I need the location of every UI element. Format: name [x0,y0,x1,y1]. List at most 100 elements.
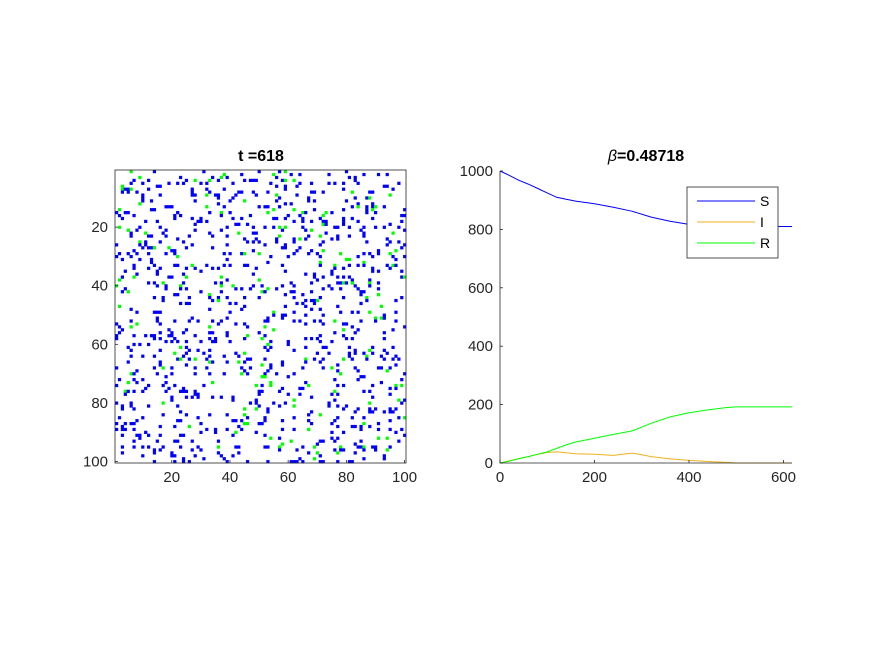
grid-cell-recovered [205,193,209,197]
grid-cell-susceptible [240,307,244,311]
grid-cell-susceptible [251,284,255,288]
grid-cell-susceptible [359,293,363,297]
grid-cell-susceptible [365,357,369,361]
grid-cell-recovered [362,260,366,265]
grid-cell-susceptible [333,448,337,452]
grid-cell-recovered [208,360,212,364]
grid-cell-susceptible [167,205,171,209]
grid-cell-recovered [312,445,317,449]
sir-y-tick-label: 800 [468,221,493,238]
grid-cell-susceptible [138,225,142,229]
grid-cell-susceptible [400,269,404,273]
grid-cell-susceptible [228,310,232,314]
grid-cell-susceptible [152,354,157,358]
grid-cell-susceptible [359,319,363,323]
grid-cell-susceptible [368,278,372,282]
grid-cell-susceptible [301,366,305,370]
grid-cell-susceptible [298,213,302,218]
grid-cell-susceptible [295,301,299,306]
grid-cell-susceptible [120,433,125,437]
grid-cell-recovered [318,234,322,238]
grid-cell-susceptible [394,363,398,367]
grid-cell-susceptible [123,187,127,191]
grid-cell-recovered [376,293,381,297]
grid-cell-susceptible [362,231,366,235]
grid-cell-susceptible [263,243,267,247]
grid-cell-susceptible [257,389,261,393]
grid-cell-susceptible [304,298,308,303]
grid-cell-susceptible [382,313,386,317]
grid-cell-recovered [243,413,247,417]
grid-cell-recovered [245,334,250,338]
grid-cell-susceptible [266,407,270,411]
grid-cell-susceptible [339,281,343,285]
legend-label-i: I [760,214,764,230]
grid-cell-susceptible [173,213,177,218]
grid-cell-susceptible [237,190,241,194]
grid-cell-recovered [304,357,308,361]
grid-cell-susceptible [216,439,221,443]
grid-cell-susceptible [371,410,375,414]
grid-cell-susceptible [164,228,168,232]
grid-cell-susceptible [336,237,340,241]
grid-cell-susceptible [283,269,287,273]
grid-cell-susceptible [135,419,139,423]
grid-cell-susceptible [222,372,226,376]
grid-cell-susceptible [240,216,244,221]
grid-cell-susceptible [190,395,194,399]
grid-cell-susceptible [167,181,171,185]
grid-cell-susceptible [283,216,287,221]
grid-cell-susceptible [307,451,311,455]
grid-cell-susceptible [286,254,290,259]
grid-cell-susceptible [225,234,229,238]
grid-cell-susceptible [225,175,229,180]
grid-cell-susceptible [327,172,331,177]
grid-cell-susceptible [275,372,279,376]
grid-cell-susceptible [243,178,247,183]
grid-cell-recovered [397,398,401,402]
grid-cell-susceptible [115,334,119,338]
grid-cell-recovered [266,342,270,347]
grid-cell-recovered [365,354,369,358]
grid-cell-susceptible [283,202,287,206]
grid-cell-susceptible [225,243,229,247]
grid-cell-susceptible [394,430,398,434]
grid-cell-recovered [333,319,337,323]
grid-cell-susceptible [251,225,255,229]
grid-cell-recovered [138,175,142,180]
grid-cell-susceptible [257,170,261,174]
grid-cell-susceptible [184,339,189,344]
grid-cell-susceptible [269,181,273,185]
grid-cell-susceptible [341,383,346,388]
grid-cell-recovered [277,234,282,238]
grid-cell-recovered [315,298,319,303]
grid-cell-susceptible [292,295,296,300]
grid-cell-susceptible [179,410,183,414]
grid-cell-susceptible [187,319,191,323]
grid-cell-susceptible [315,351,319,355]
grid-cell-recovered [356,205,360,209]
grid-cell-susceptible [170,249,174,253]
grid-cell-recovered [373,205,378,209]
grid-cell-susceptible [359,445,363,449]
grid-cell-recovered [371,208,375,212]
grid-cell-susceptible [115,366,119,370]
grid-cell-susceptible [234,193,238,197]
grid-cell-susceptible [347,225,352,229]
grid-cell-susceptible [388,266,392,270]
grid-cell-susceptible [336,424,340,429]
grid-cell-susceptible [362,416,366,420]
grid-cell-susceptible [309,337,314,341]
grid-cell-recovered [368,281,372,285]
grid-cell-susceptible [309,395,314,399]
grid-cell-susceptible [388,445,392,449]
grid-cell-susceptible [170,366,174,370]
grid-cell-susceptible [263,372,267,376]
grid-cell-susceptible [403,433,407,437]
grid-cell-susceptible [184,328,189,332]
grid-cell-susceptible [132,342,136,347]
grid-cell-susceptible [117,378,122,382]
grid-cell-susceptible [382,184,386,188]
grid-cell-susceptible [190,316,194,320]
sir-plot: β=0.48718 0 200 400 600 0 200 400 600 800 1000 S… [460,148,796,486]
